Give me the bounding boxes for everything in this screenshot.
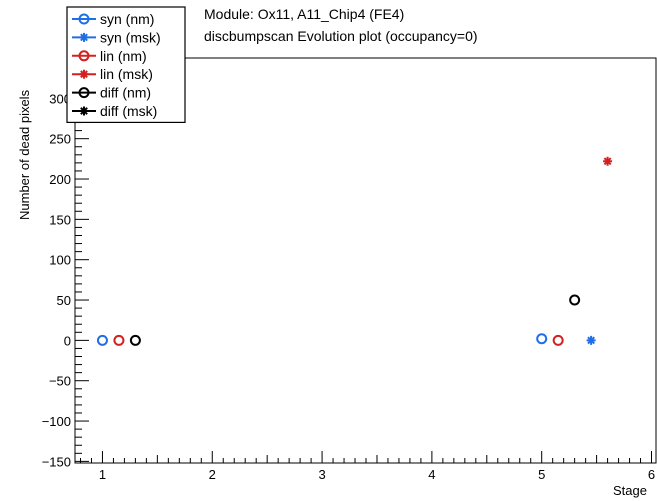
- y-tick-label: 100: [49, 253, 71, 268]
- x-tick-label: 4: [428, 467, 435, 482]
- legend-marker: [78, 87, 90, 99]
- chart-title-line-2: discbumpscan Evolution plot (occupancy=0…: [204, 28, 478, 44]
- legend-box: [66, 6, 186, 124]
- y-tick-label: 200: [49, 172, 71, 187]
- legend-marker: [78, 13, 90, 25]
- chart-title-line-1: Module: Ox11, A11_Chip4 (FE4): [204, 6, 405, 22]
- data-point-syn-nm: [536, 333, 548, 345]
- legend-label: lin (nm): [100, 48, 147, 64]
- star-stroke: [80, 33, 88, 42]
- legend-label: syn (nm): [100, 11, 154, 27]
- legend-label: diff (msk): [100, 103, 157, 119]
- data-point-lin-nm: [113, 334, 125, 346]
- y-tick-label: 300: [49, 91, 71, 106]
- star-stroke: [603, 157, 612, 166]
- legend-label: lin (msk): [100, 66, 153, 82]
- legend-label: syn (msk): [100, 29, 161, 45]
- data-point-diff-nm: [129, 334, 141, 346]
- legend-entry-lin-msk: lin (msk): [72, 66, 153, 82]
- y-tick-label: 150: [49, 212, 71, 227]
- x-tick-label: 1: [99, 467, 106, 482]
- star-stroke: [80, 107, 88, 115]
- legend-entry-diff-nm: diff (nm): [72, 85, 151, 101]
- y-tick-label: −100: [42, 414, 71, 429]
- x-tick-label: 6: [648, 467, 655, 482]
- data-point-lin-msk: [603, 156, 613, 166]
- x-tick-label: 3: [318, 467, 325, 482]
- x-tick-label: 5: [538, 467, 545, 482]
- y-tick-label: −50: [49, 374, 71, 389]
- legend-marker: [78, 50, 90, 62]
- data-point-syn-nm: [96, 334, 108, 346]
- legend-label: diff (nm): [100, 85, 151, 101]
- x-axis-label: Stage: [613, 483, 647, 498]
- y-tick-label: −150: [42, 454, 71, 469]
- data-point-lin-nm: [552, 334, 564, 346]
- legend-entry-diff-msk: diff (msk): [72, 103, 157, 119]
- y-tick-label: 50: [57, 293, 71, 308]
- legend-entry-syn-msk: syn (msk): [72, 29, 161, 45]
- data-point-diff-nm: [569, 294, 581, 306]
- star-stroke: [587, 336, 596, 345]
- legend-marker: [79, 106, 89, 116]
- data-point-syn-msk: [586, 335, 596, 345]
- y-tick-label: 250: [49, 132, 71, 147]
- y-tick-label: 0: [64, 333, 71, 348]
- legend-marker: [79, 69, 89, 79]
- legend-entry-syn-nm: syn (nm): [72, 11, 154, 27]
- star-stroke: [80, 70, 88, 79]
- legend-entry-lin-nm: lin (nm): [72, 48, 147, 64]
- legend-marker: [79, 32, 89, 42]
- x-tick-label: 2: [209, 467, 216, 482]
